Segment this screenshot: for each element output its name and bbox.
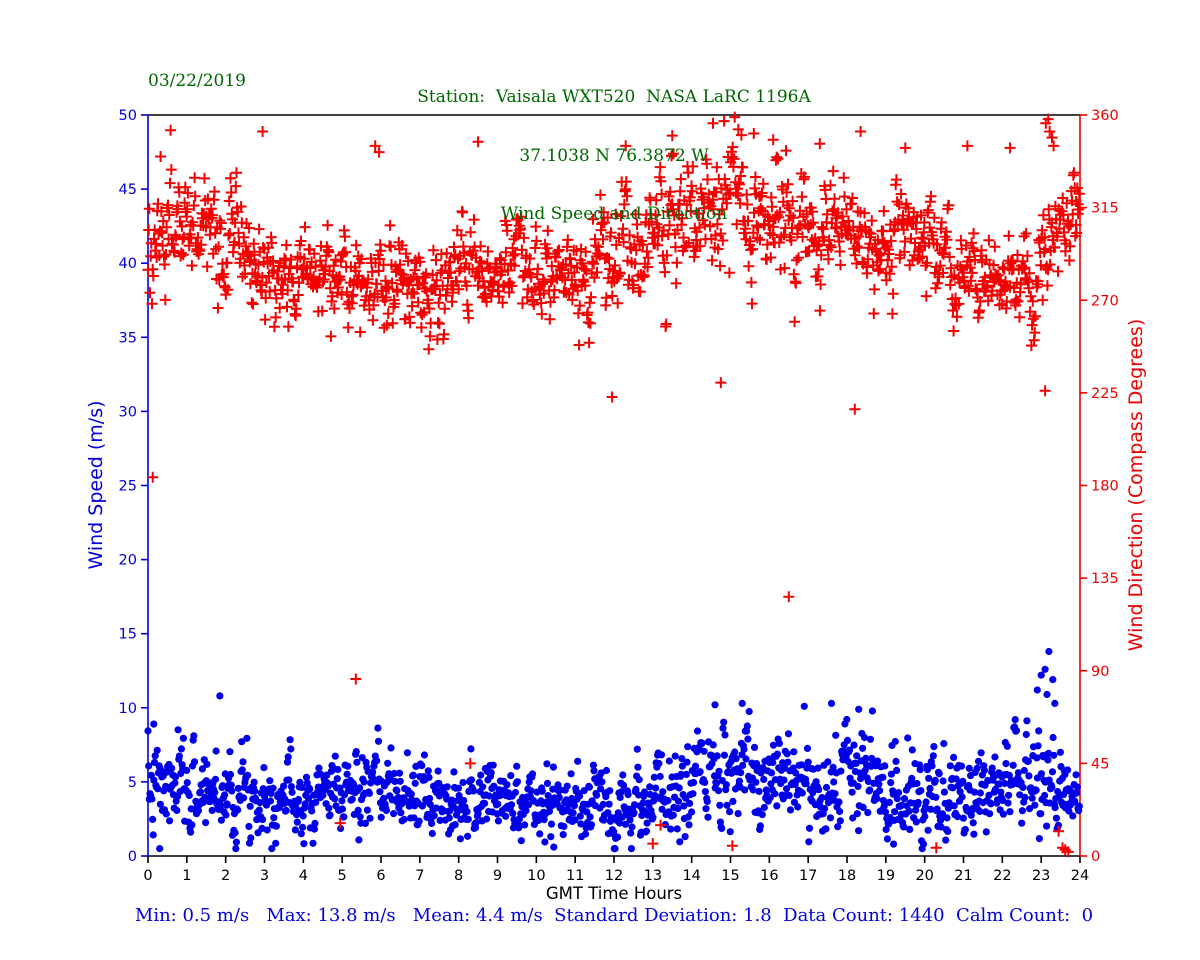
svg-text:360: 360 [1091, 108, 1119, 124]
svg-text:0: 0 [143, 868, 152, 884]
svg-text:4: 4 [299, 868, 308, 884]
svg-text:21: 21 [954, 868, 972, 884]
svg-text:19: 19 [877, 868, 895, 884]
svg-text:9: 9 [493, 868, 502, 884]
date-label: 03/22/2019 [148, 71, 246, 91]
svg-text:8: 8 [454, 868, 463, 884]
right-axis-ticks: 0 45 90 135 180 225 270 315 360 [1080, 108, 1119, 865]
svg-text:50: 50 [119, 108, 137, 124]
svg-text:15: 15 [721, 868, 739, 884]
wind-direction-series [142, 111, 1085, 858]
svg-text:24: 24 [1071, 868, 1089, 884]
svg-text:225: 225 [1091, 386, 1119, 402]
svg-text:30: 30 [119, 404, 137, 420]
x-axis-title: GMT Time Hours [545, 884, 683, 903]
title-subject-line: Wind Speed and Direction [500, 204, 728, 224]
svg-text:5: 5 [128, 775, 137, 791]
svg-text:6: 6 [376, 868, 385, 884]
svg-text:18: 18 [838, 868, 856, 884]
svg-text:45: 45 [1091, 756, 1109, 772]
svg-text:90: 90 [1091, 664, 1109, 680]
x-axis-ticks: 0 1 2 3 4 5 6 7 8 9 10 11 12 13 14 15 16 17 18 19 20 21 22 23 24 [143, 856, 1089, 884]
svg-text:12: 12 [605, 868, 623, 884]
svg-text:40: 40 [119, 256, 137, 272]
stats-line: Min: 0.5 m/s Max: 13.8 m/s Mean: 4.4 m/s… [134, 905, 1094, 926]
svg-text:11: 11 [566, 868, 584, 884]
svg-text:22: 22 [993, 868, 1011, 884]
svg-text:0: 0 [1091, 849, 1100, 865]
svg-text:180: 180 [1091, 479, 1119, 495]
wind-speed-series [144, 647, 1083, 853]
svg-text:0: 0 [128, 849, 137, 865]
svg-text:45: 45 [119, 182, 137, 198]
svg-text:10: 10 [119, 701, 137, 717]
svg-text:7: 7 [415, 868, 424, 884]
svg-text:10: 10 [527, 868, 545, 884]
svg-text:23: 23 [1032, 868, 1050, 884]
svg-text:20: 20 [915, 868, 933, 884]
svg-text:14: 14 [682, 868, 700, 884]
title-station-line: Station: Vaisala WXT520 NASA LaRC 1196A [417, 87, 811, 107]
svg-text:5: 5 [338, 868, 347, 884]
right-axis-title: Wind Direction (Compass Degrees) [1125, 318, 1147, 652]
title-coordinates-line: 37.1038 N 76.3872 W [519, 145, 709, 166]
svg-text:270: 270 [1091, 293, 1119, 309]
svg-text:135: 135 [1091, 571, 1119, 587]
svg-text:1: 1 [182, 868, 191, 884]
svg-text:17: 17 [799, 868, 817, 884]
svg-text:20: 20 [119, 553, 137, 569]
svg-text:35: 35 [119, 330, 137, 346]
left-axis-ticks: 0 5 10 15 20 25 30 35 40 45 50 [119, 108, 148, 865]
chart-title: Station: Vaisala WXT520 NASA LaRC 1196A … [0, 49, 1200, 264]
svg-text:3: 3 [260, 868, 269, 884]
svg-text:2: 2 [221, 868, 230, 884]
svg-text:15: 15 [119, 627, 137, 643]
svg-text:16: 16 [760, 868, 778, 884]
svg-text:13: 13 [644, 868, 662, 884]
left-axis-title: Wind Speed (m/s) [85, 400, 107, 570]
svg-text:315: 315 [1091, 201, 1119, 217]
svg-text:25: 25 [119, 479, 137, 495]
